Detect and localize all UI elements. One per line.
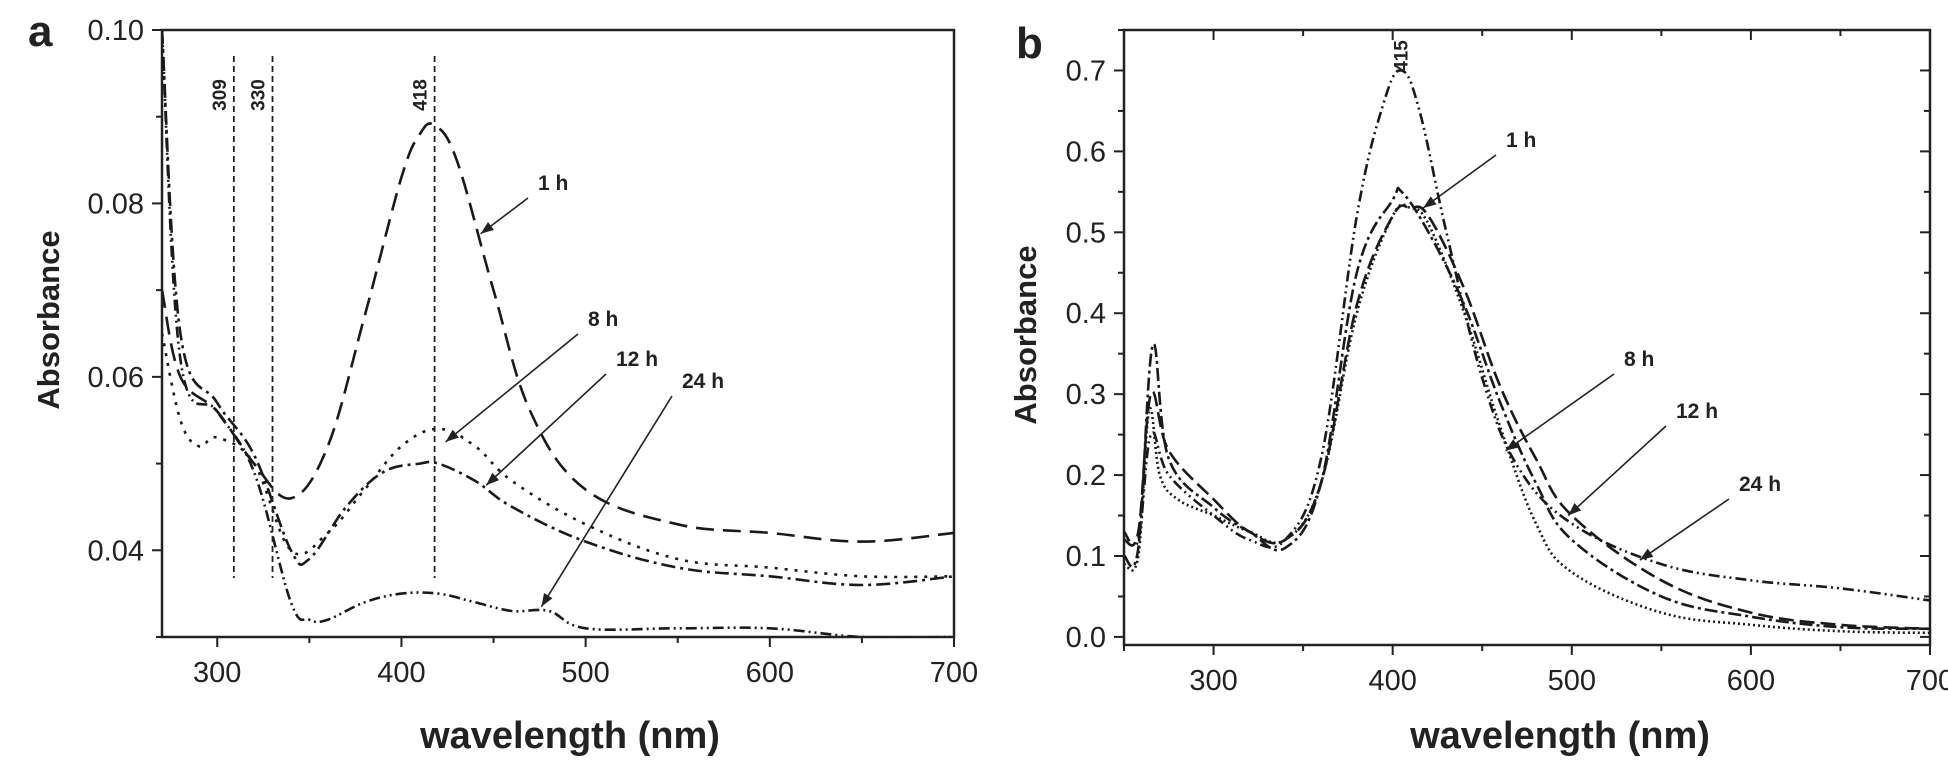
- annotation-arrow-line: [485, 373, 607, 486]
- peak-label-415: 415: [1392, 40, 1413, 72]
- panel-b-x-tick-label: 400: [1368, 665, 1416, 697]
- panel-b-plot-area: 300 400 500 600 700 0.0 0.1 0.2 0.3 0.4 0.5 0.6 0.7 4…: [1066, 28, 1948, 697]
- panel-a-y-tick-label: 0.06: [88, 362, 144, 394]
- panel-b-x-tick-label: 300: [1189, 665, 1237, 697]
- panel-b-y-tick-label: 0.7: [1066, 55, 1106, 87]
- panel-a-series-group: [162, 30, 954, 637]
- annotation-1h: 1 h: [1506, 129, 1536, 152]
- series-line-1h: [162, 122, 954, 543]
- panel-b-y-tick-label: 0.6: [1066, 136, 1106, 168]
- vline-label-330: 330: [249, 79, 270, 111]
- panel-b-x-tick-label: 500: [1548, 665, 1596, 697]
- panel-a-plot-area: 300 400 500 600 700 0.04 0.06 0.08 0.10 309 330 418…: [88, 15, 979, 689]
- panel-b: b 300 400 500 600 700 0.0 0.1 0.2 0.3 0.4 0.5 0.6 0.…: [1008, 19, 1948, 757]
- vline-label-418: 418: [411, 79, 432, 111]
- annotation-24h: 24 h: [682, 370, 724, 393]
- annotation-arrow-line: [1639, 498, 1730, 561]
- annotation-arrow-line: [1505, 373, 1615, 452]
- panel-a-x-tick-label: 600: [746, 657, 794, 689]
- panel-b-y-tick-label: 0.5: [1066, 217, 1106, 249]
- panel-a-x-tick-label: 300: [193, 657, 241, 689]
- series-line-24h: [162, 30, 954, 637]
- annotation-arrow-head: [1568, 503, 1582, 516]
- annotation-arrow-line: [1567, 425, 1667, 517]
- panel-a-y-tick-label: 0.04: [88, 535, 144, 567]
- panel-b-y-tick-label: 0.0: [1066, 622, 1106, 654]
- panel-a-y-tick-label: 0.08: [88, 188, 144, 220]
- panel-a: a 300 400 500 600 700 0.04 0.06 0.08 0.10 309 330 4…: [28, 7, 978, 757]
- annotation-arrow-head: [1639, 548, 1654, 561]
- panel-b-y-tick-label: 0.4: [1066, 298, 1106, 330]
- panel-a-x-tick-label: 400: [377, 657, 425, 689]
- panel-b-y-tick-label: 0.3: [1066, 379, 1106, 411]
- panel-b-y-tick-label: 0.2: [1066, 460, 1106, 492]
- panel-b-x-tick-label: 700: [1906, 665, 1948, 697]
- annotation-arrow-line: [540, 395, 673, 608]
- vline-label-309: 309: [210, 79, 231, 111]
- panel-a-y-axis-title: Absorbance: [31, 230, 66, 409]
- series-line-12h: [1124, 204, 1930, 631]
- annotation-arrow-head: [1423, 196, 1437, 209]
- panel-b-x-axis-title: wavelength (nm): [1409, 715, 1710, 757]
- panel-b-letter: b: [1016, 19, 1043, 68]
- panel-a-x-axis-title: wavelength (nm): [419, 715, 720, 757]
- annotation-arrow-line: [1422, 154, 1497, 209]
- annotation-arrow-head: [486, 472, 500, 486]
- panel-a-y-tick-label: 0.10: [88, 15, 144, 47]
- annotation-8h: 8 h: [588, 308, 618, 331]
- panel-a-letter: a: [28, 7, 53, 56]
- panel-b-y-tick-label: 0.1: [1066, 541, 1106, 573]
- annotation-1h: 1 h: [538, 172, 568, 195]
- annotation-8h: 8 h: [1624, 348, 1654, 371]
- annotation-arrow-line: [445, 333, 579, 443]
- panel-a-x-tick-label: 700: [930, 657, 978, 689]
- series-line-8h: [1124, 186, 1930, 631]
- panel-b-frame: [1122, 28, 1932, 647]
- annotation-12h: 12 h: [1676, 400, 1718, 423]
- annotation-arrow-head: [480, 221, 495, 234]
- panel-a-frame: [160, 28, 956, 639]
- series-line-12h: [162, 30, 954, 587]
- panel-b-series-group: [1124, 69, 1930, 635]
- panel-b-x-tick-label: 600: [1727, 665, 1775, 697]
- panel-a-x-tick-label: 500: [561, 657, 609, 689]
- annotation-arrow-head: [541, 592, 553, 607]
- series-line-1h: [1124, 203, 1930, 635]
- annotation-12h: 12 h: [616, 348, 658, 371]
- annotation-24h: 24 h: [1739, 473, 1781, 496]
- annotation-arrow-head: [1505, 439, 1520, 451]
- annotation-arrow-head: [445, 429, 459, 442]
- panel-b-y-axis-title: Absorbance: [1008, 245, 1043, 424]
